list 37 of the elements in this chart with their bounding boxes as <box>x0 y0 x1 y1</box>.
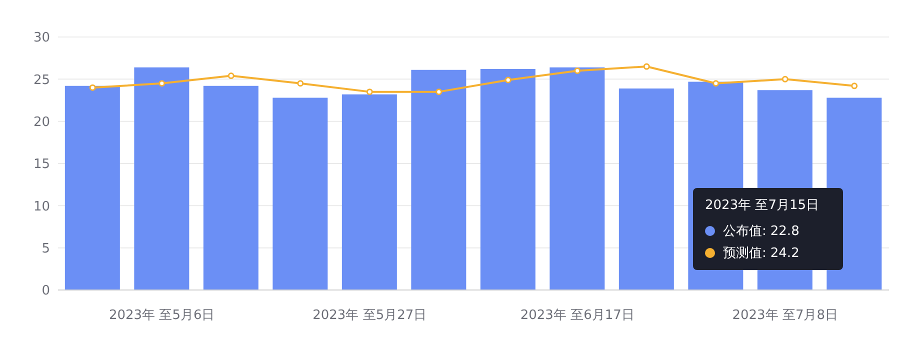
bar <box>272 98 328 290</box>
annotation: 2023年 至7月15日 <box>705 197 820 214</box>
bar <box>480 69 536 290</box>
y-tick-label: 25 <box>33 72 50 88</box>
legend-label: 预测值: <box>723 245 766 262</box>
y-tick-label: 20 <box>33 114 50 130</box>
point <box>366 88 373 96</box>
bar <box>411 70 466 290</box>
legend-label: 公布值: <box>723 223 766 240</box>
bar <box>203 86 258 290</box>
bar <box>342 94 397 290</box>
point <box>504 76 512 84</box>
point <box>851 82 858 90</box>
y-tick-label: 0 <box>42 284 50 299</box>
x-tick-label: 2023年 至7月8日 <box>732 308 838 324</box>
y-tick-label: 15 <box>33 157 50 172</box>
point <box>712 80 720 87</box>
bar <box>134 67 190 290</box>
point <box>574 67 581 74</box>
point <box>158 80 166 87</box>
bar <box>550 67 605 290</box>
x-tick-label: 2023年 至6月17日 <box>520 308 634 324</box>
point <box>297 80 304 87</box>
bar <box>64 86 120 290</box>
bar <box>618 88 674 290</box>
point <box>228 72 234 80</box>
point <box>89 84 96 91</box>
x-tick-label: 2023年 至5月6日 <box>108 308 215 324</box>
y-tick-label: 30 <box>33 30 50 46</box>
x-tick-label: 2023年 至5月27日 <box>312 308 427 324</box>
point <box>782 76 788 82</box>
point <box>643 63 650 70</box>
y-tick-label: 5 <box>42 241 50 256</box>
annotation: 22.8 <box>770 224 800 238</box>
annotation: 24.2 <box>770 246 800 260</box>
point <box>436 88 442 96</box>
y-tick-label: 10 <box>33 199 50 214</box>
